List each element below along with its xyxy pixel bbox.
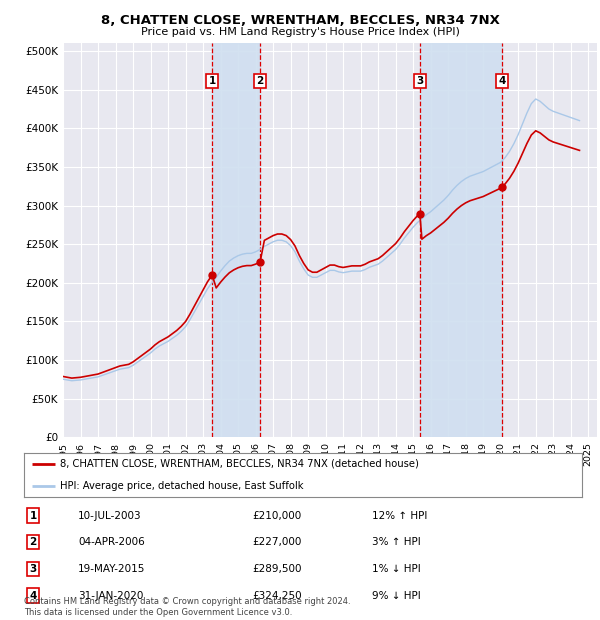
Text: Contains HM Land Registry data © Crown copyright and database right 2024.
This d: Contains HM Land Registry data © Crown c… [24, 598, 350, 617]
Text: £289,500: £289,500 [252, 564, 302, 574]
Bar [420, 43, 502, 437]
Text: £324,250: £324,250 [252, 590, 302, 601]
Text: 19-MAY-2015: 19-MAY-2015 [78, 564, 145, 574]
Text: 10-JUL-2003: 10-JUL-2003 [78, 510, 142, 521]
Text: 8, CHATTEN CLOSE, WRENTHAM, BECCLES, NR34 7NX: 8, CHATTEN CLOSE, WRENTHAM, BECCLES, NR3… [101, 14, 499, 27]
Text: 4: 4 [29, 590, 37, 601]
Bar [212, 43, 260, 437]
Text: 9% ↓ HPI: 9% ↓ HPI [372, 590, 421, 601]
Text: 3: 3 [416, 76, 424, 86]
Text: 4: 4 [499, 76, 506, 86]
Text: 8, CHATTEN CLOSE, WRENTHAM, BECCLES, NR34 7NX (detached house): 8, CHATTEN CLOSE, WRENTHAM, BECCLES, NR3… [60, 459, 419, 469]
Text: 1% ↓ HPI: 1% ↓ HPI [372, 564, 421, 574]
Text: HPI: Average price, detached house, East Suffolk: HPI: Average price, detached house, East… [60, 481, 304, 491]
Text: 04-APR-2006: 04-APR-2006 [78, 537, 145, 547]
Text: 1: 1 [209, 76, 216, 86]
Text: 3% ↑ HPI: 3% ↑ HPI [372, 537, 421, 547]
Text: 31-JAN-2020: 31-JAN-2020 [78, 590, 143, 601]
Text: Price paid vs. HM Land Registry's House Price Index (HPI): Price paid vs. HM Land Registry's House … [140, 27, 460, 37]
Text: 2: 2 [257, 76, 264, 86]
Text: 1: 1 [29, 510, 37, 521]
Text: 2: 2 [29, 537, 37, 547]
Text: £210,000: £210,000 [252, 510, 301, 521]
Text: 12% ↑ HPI: 12% ↑ HPI [372, 510, 427, 521]
Text: 3: 3 [29, 564, 37, 574]
Text: £227,000: £227,000 [252, 537, 301, 547]
